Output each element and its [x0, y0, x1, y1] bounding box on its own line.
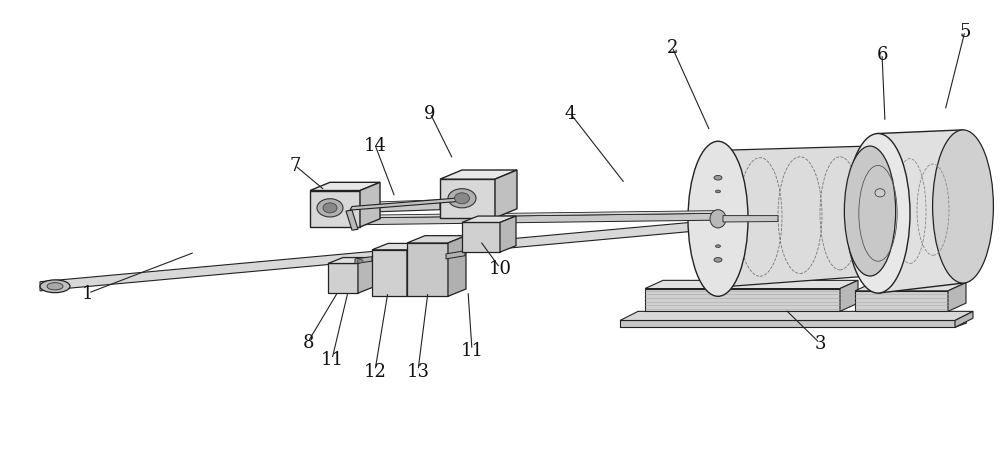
Polygon shape [620, 321, 955, 328]
Ellipse shape [714, 258, 722, 263]
Text: 8: 8 [302, 333, 314, 351]
Polygon shape [440, 171, 517, 180]
Ellipse shape [688, 142, 748, 297]
Polygon shape [446, 251, 465, 259]
Polygon shape [948, 283, 966, 312]
Polygon shape [855, 291, 948, 312]
Polygon shape [355, 257, 372, 264]
Polygon shape [645, 281, 858, 289]
Polygon shape [407, 244, 423, 297]
Polygon shape [723, 216, 778, 222]
Polygon shape [40, 221, 710, 291]
Polygon shape [855, 283, 966, 291]
Polygon shape [620, 312, 973, 321]
Ellipse shape [716, 245, 720, 248]
Text: 14: 14 [364, 136, 386, 155]
Ellipse shape [323, 203, 337, 213]
Text: 10: 10 [488, 259, 512, 278]
Polygon shape [500, 217, 516, 253]
Ellipse shape [844, 147, 896, 277]
Ellipse shape [47, 283, 63, 290]
Ellipse shape [710, 210, 726, 228]
Ellipse shape [714, 176, 722, 181]
Polygon shape [360, 200, 445, 206]
Text: 6: 6 [876, 46, 888, 64]
Polygon shape [878, 131, 963, 293]
Text: 1: 1 [82, 284, 94, 303]
Polygon shape [358, 258, 373, 293]
Ellipse shape [846, 134, 910, 293]
Ellipse shape [716, 191, 720, 193]
Polygon shape [358, 211, 721, 218]
Ellipse shape [454, 193, 470, 204]
Polygon shape [328, 264, 358, 293]
Polygon shape [358, 214, 715, 225]
Text: 12: 12 [364, 362, 386, 380]
Polygon shape [407, 236, 466, 243]
Ellipse shape [933, 131, 993, 283]
Polygon shape [407, 243, 448, 297]
Polygon shape [448, 236, 466, 297]
Polygon shape [440, 180, 495, 218]
Text: 4: 4 [564, 105, 576, 123]
Ellipse shape [357, 260, 363, 263]
Polygon shape [310, 183, 380, 191]
Polygon shape [645, 289, 840, 312]
Text: 3: 3 [814, 334, 826, 353]
Text: 13: 13 [406, 362, 430, 380]
Ellipse shape [875, 189, 885, 197]
Polygon shape [310, 191, 360, 228]
Polygon shape [350, 198, 460, 211]
Polygon shape [495, 171, 517, 218]
Polygon shape [372, 244, 423, 250]
Text: 11: 11 [460, 341, 484, 359]
Text: 7: 7 [289, 157, 301, 175]
Text: 11: 11 [320, 350, 344, 369]
Polygon shape [360, 183, 380, 228]
Polygon shape [462, 217, 516, 223]
Polygon shape [328, 258, 373, 264]
Polygon shape [718, 147, 870, 288]
Text: 2: 2 [666, 39, 678, 57]
Polygon shape [462, 223, 500, 253]
Ellipse shape [448, 189, 476, 208]
Polygon shape [955, 312, 973, 328]
Ellipse shape [317, 199, 343, 217]
Text: 5: 5 [959, 23, 971, 41]
Ellipse shape [40, 280, 70, 293]
Polygon shape [372, 250, 407, 297]
Text: 9: 9 [424, 105, 436, 123]
Polygon shape [360, 203, 440, 213]
Polygon shape [840, 281, 858, 312]
Polygon shape [620, 323, 967, 328]
Polygon shape [346, 211, 358, 231]
